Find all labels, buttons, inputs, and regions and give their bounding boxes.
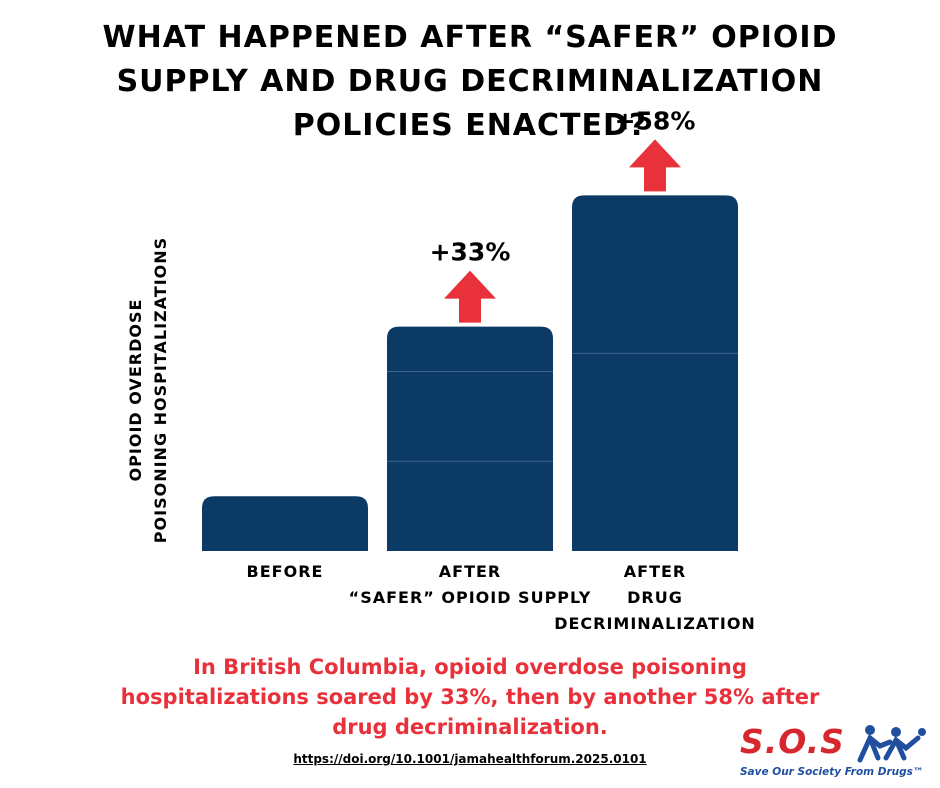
title-line-3: POLICIES ENACTED? xyxy=(292,108,648,143)
bar-0 xyxy=(202,496,368,551)
caption-line-3: drug decriminalization. xyxy=(332,715,608,739)
bar-1-annotation: +33% xyxy=(430,238,511,267)
title-line-2: SUPPLY AND DRUG DECRIMINALIZATION xyxy=(116,64,824,99)
source-link[interactable]: https://doi.org/10.1001/jamahealthforum.… xyxy=(293,752,647,766)
increase-arrow-icon xyxy=(444,270,496,323)
caption: In British Columbia, opioid overdose poi… xyxy=(60,652,880,742)
x-label-decrim-line-3: DECRIMINALIZATION xyxy=(554,614,756,633)
bar-1 xyxy=(387,326,553,551)
x-label-decrim-line-1: AFTER xyxy=(623,562,687,581)
caption-line-2: hospitalizations soared by 33%, then by … xyxy=(120,685,820,709)
logo-tagline: Save Our Society From Drugs™ xyxy=(740,766,924,778)
bar-2-annotation: +58% xyxy=(615,106,696,135)
x-label-safer-supply: AFTER “SAFER” OPIOID SUPPLY xyxy=(349,559,592,611)
increase-arrow-icon xyxy=(629,139,681,192)
sos-logo: S.O.S Save Our Society From Drugs™ xyxy=(738,722,930,782)
chart-title: WHAT HAPPENED AFTER “SAFER” OPIOID SUPPL… xyxy=(40,16,900,148)
bar-2 xyxy=(572,195,738,551)
x-label-safer-supply-line-2: “SAFER” OPIOID SUPPLY xyxy=(348,588,592,607)
running-figures-icon xyxy=(857,725,926,763)
x-label-before: BEFORE xyxy=(247,559,324,585)
x-label-safer-supply-line-1: AFTER xyxy=(438,562,502,581)
x-label-decrim-line-2: DRUG xyxy=(627,588,683,607)
logo-brand: S.O.S xyxy=(740,722,845,761)
caption-line-1: In British Columbia, opioid overdose poi… xyxy=(193,655,747,679)
x-label-decriminalization: AFTER DRUG DECRIMINALIZATION xyxy=(554,559,756,637)
title-line-1: WHAT HAPPENED AFTER “SAFER” OPIOID xyxy=(102,20,838,55)
x-label-before-line-1: BEFORE xyxy=(246,562,324,581)
